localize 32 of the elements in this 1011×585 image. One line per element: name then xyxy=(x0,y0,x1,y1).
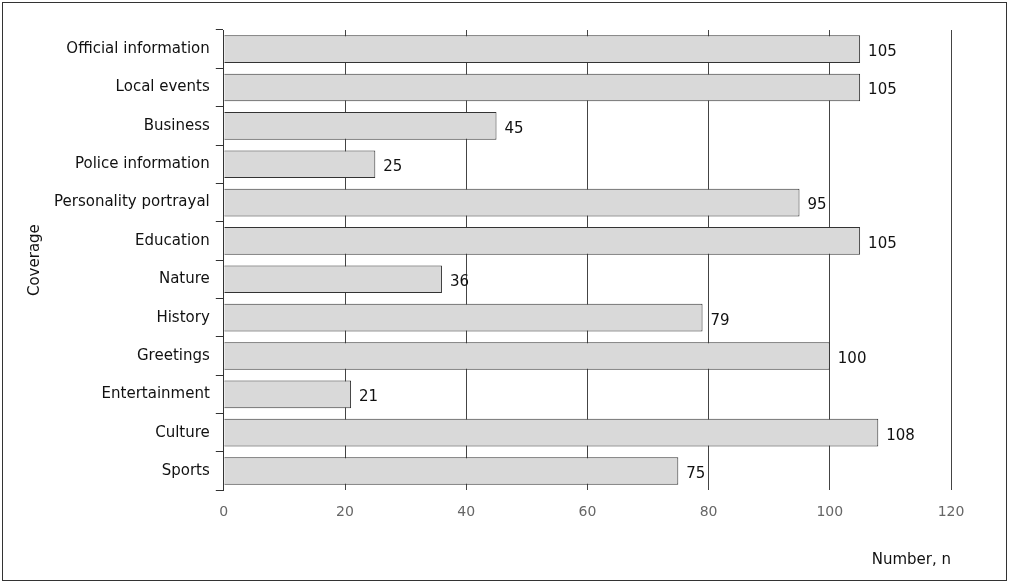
x-tick-label: 60 xyxy=(578,503,597,520)
y-tick-label: Police information xyxy=(74,154,210,173)
x-tick-label: 0 xyxy=(219,503,229,520)
y-tick-label: Culture xyxy=(155,422,210,441)
data-label: 105 xyxy=(868,42,897,61)
data-label: 108 xyxy=(886,425,915,444)
data-label: 79 xyxy=(710,310,730,329)
data-label: 21 xyxy=(359,387,379,406)
y-tick-label: Sports xyxy=(161,460,210,479)
x-tick-label: 40 xyxy=(457,503,476,520)
x-tick-label: 120 xyxy=(937,503,965,520)
y-tick-label: Business xyxy=(143,115,210,134)
data-label: 100 xyxy=(837,348,867,367)
y-tick-label: Local events xyxy=(115,77,210,96)
y-tick-label: Education xyxy=(135,230,210,249)
data-label: 105 xyxy=(868,80,897,99)
data-label: 45 xyxy=(504,118,524,137)
y-tick-label: History xyxy=(156,307,210,326)
y-tick-label: Entertainment xyxy=(101,384,210,403)
y-tick-label: Nature xyxy=(158,269,210,288)
x-axis-title: Number, n xyxy=(871,549,951,568)
x-tick-label: 100 xyxy=(816,503,844,520)
y-tick-label: Official information xyxy=(66,39,210,58)
y-axis-title: Coverage xyxy=(24,224,43,297)
data-label: 95 xyxy=(807,195,827,214)
x-tick-label: 20 xyxy=(336,503,354,520)
data-label: 25 xyxy=(383,157,403,176)
y-tick-label: Greetings xyxy=(136,345,210,364)
data-label: 105 xyxy=(868,233,897,252)
y-tick-label: Personality portrayal xyxy=(53,192,210,211)
data-label: 75 xyxy=(686,463,706,482)
x-tick-label: 80 xyxy=(699,503,718,520)
